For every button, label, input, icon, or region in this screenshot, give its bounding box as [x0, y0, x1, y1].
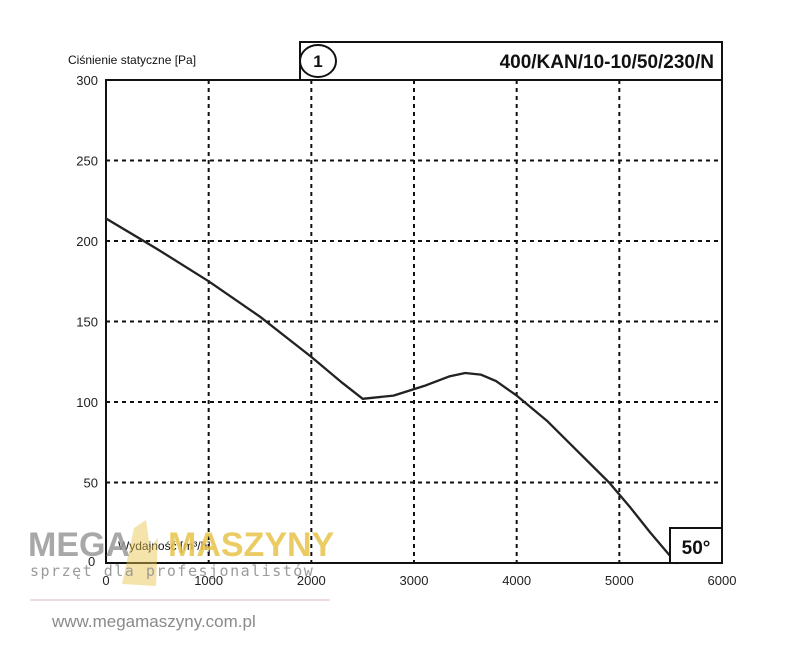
x-tick-label: 2000 — [297, 573, 326, 588]
x-tick-label: 0 — [102, 573, 109, 588]
y-tick-label: 200 — [76, 234, 98, 249]
watermark-brand-left: MEGA — [28, 526, 130, 564]
y-tick-label: 50 — [84, 476, 98, 491]
model-name: 400/KAN/10-10/50/230/N — [500, 52, 714, 73]
x-tick-label: 4000 — [502, 573, 531, 588]
x-tick-label: 6000 — [708, 573, 737, 588]
grid-lines — [106, 80, 722, 563]
y-tick-label: 150 — [76, 315, 98, 330]
y-tick-label: 100 — [76, 395, 98, 410]
corner-annotation-box: 50° — [669, 527, 723, 564]
x-tick-label: 3000 — [400, 573, 429, 588]
y-tick-label-zero: 0 — [88, 554, 95, 569]
y-tick-labels: 50 100 150 200 250 300 — [76, 73, 98, 491]
watermark-tagline: sprzęt dla profesjonalistów — [30, 562, 314, 580]
corner-annotation-frame — [669, 527, 723, 564]
corner-annotation-label: 50° — [682, 538, 711, 559]
plot-area — [105, 79, 723, 564]
watermark-flame-icon — [122, 520, 158, 586]
curve-badge-circle — [299, 44, 337, 78]
x-tick-label: 1000 — [194, 573, 223, 588]
watermark-logo: MEGA MASZYNY sprzęt dla profesjonalistów — [28, 520, 335, 601]
x-tick-label: 5000 — [605, 573, 634, 588]
model-header: 1 400/KAN/10-10/50/230/N — [299, 41, 723, 81]
series-line-1 — [104, 217, 678, 565]
watermark-url: www.megamaszyny.com.pl — [52, 612, 256, 631]
y-axis-title: Ciśnienie statyczne [Pa] — [68, 53, 196, 67]
y-tick-label: 250 — [76, 154, 98, 169]
x-axis-title: Wydajność [m³/h] — [118, 539, 211, 553]
y-tick-label: 300 — [76, 73, 98, 88]
curve-badge-label: 1 — [313, 52, 322, 71]
model-header-box — [299, 41, 723, 81]
watermark-brand-right: MASZYNY — [168, 526, 335, 564]
x-tick-labels: 0 1000 2000 3000 4000 5000 6000 — [102, 573, 736, 588]
